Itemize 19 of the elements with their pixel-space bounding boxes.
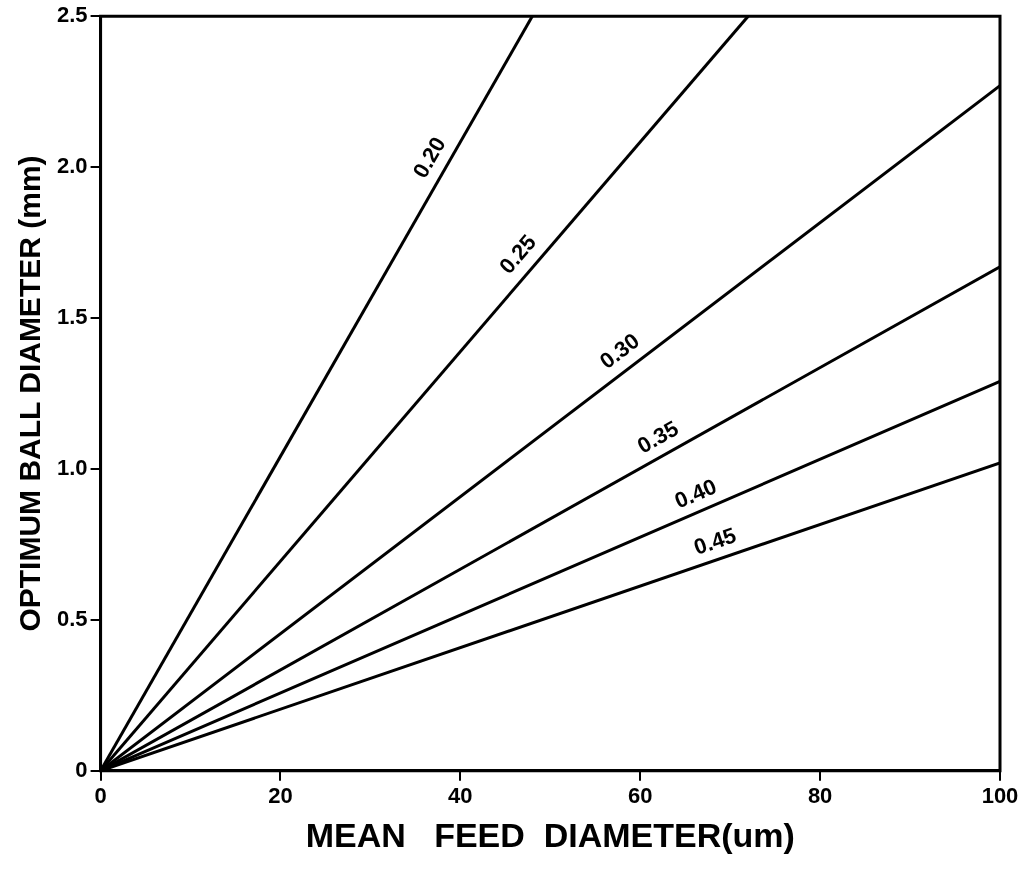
x-tick-label: 20	[268, 783, 293, 809]
x-tick-label: 60	[627, 783, 653, 809]
annotation: 0.30	[594, 327, 645, 374]
y-tick-label: 1.0	[56, 455, 88, 481]
x-axis-title: MEAN FEED DIAMETER(um)	[305, 815, 795, 854]
x-tick-label: 0	[94, 783, 107, 809]
x-tick-label: 80	[807, 783, 833, 809]
y-tick-label: 0	[75, 756, 88, 782]
y-tick-label: 0.5	[56, 605, 88, 631]
y-axis-title: OPTIMUM BALL DIAMETER (mm)	[13, 155, 47, 632]
y-tick-label: 2.0	[56, 153, 88, 179]
annotation: 0.40	[670, 473, 721, 514]
y-tick-label: 2.5	[56, 2, 88, 28]
annotation: 0.45	[690, 522, 740, 560]
y-tick-label: 1.5	[56, 304, 88, 330]
x-tick-label: 40	[448, 783, 473, 809]
annotation: 0.20	[407, 132, 451, 183]
annotation: 0.35	[632, 415, 683, 459]
x-tick-label: 100	[981, 783, 1019, 809]
